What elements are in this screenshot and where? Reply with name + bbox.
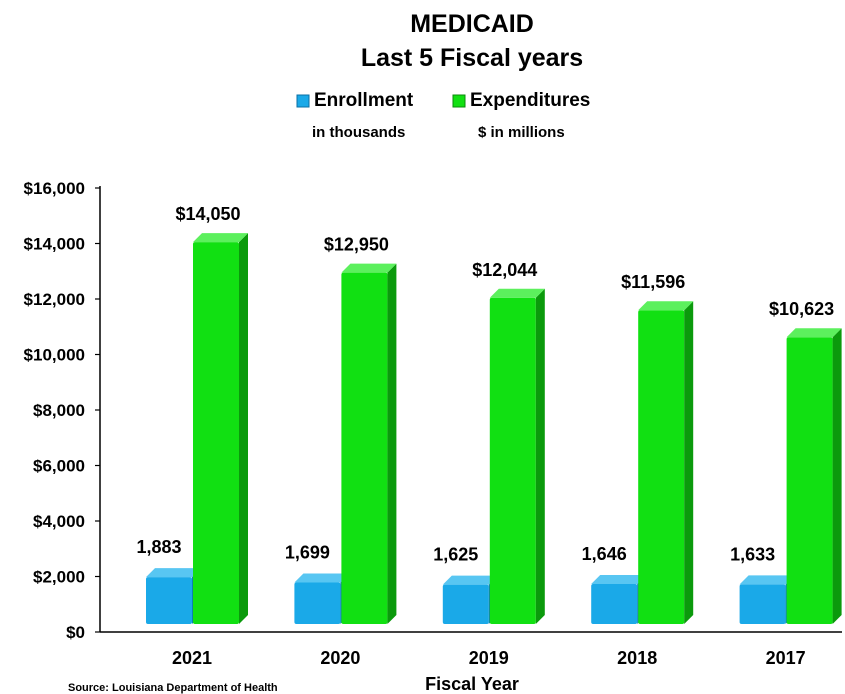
chart-subtitle-text: Last 5 Fiscal years <box>361 44 583 72</box>
data-label-enrollment-2017: 1,633 <box>730 544 775 564</box>
legend: Enrollment in thousands Expenditures $ i… <box>296 90 590 141</box>
bar-top <box>638 301 694 311</box>
legend-enrollment-label: Enrollment <box>314 90 414 111</box>
bar-top <box>442 575 498 585</box>
legend-expenditures-swatch <box>452 94 466 108</box>
bar-enrollment-2021 <box>146 568 201 624</box>
source-note: Source: Louisiana Department of Health <box>68 682 278 694</box>
y-tick-label: $2,000 <box>33 568 85 587</box>
bar-top <box>739 575 795 585</box>
x-category-label-2019: 2019 <box>469 648 509 668</box>
bar-top <box>786 328 842 338</box>
y-tick-label: $4,000 <box>33 512 85 531</box>
bar-expenditures-2021 <box>193 233 248 625</box>
bar-expenditures-2017 <box>786 328 842 624</box>
y-tick-label: $14,000 <box>24 235 85 254</box>
x-category-label-2021: 2021 <box>172 648 212 668</box>
data-label-expenditures-2020: $12,950 <box>324 235 389 255</box>
x-category-label-2018: 2018 <box>617 648 657 668</box>
bars <box>146 233 842 625</box>
data-label-enrollment-2018: 1,646 <box>582 544 627 564</box>
data-label-expenditures-2018: $11,596 <box>621 272 685 292</box>
bar-side <box>535 288 545 624</box>
x-axis-title: Fiscal Year <box>425 674 519 694</box>
bar-expenditures-2018 <box>638 301 694 624</box>
x-axis-labels: 2021 2020 2019 2018 2017 <box>172 648 806 668</box>
data-label-expenditures-2021: $14,050 <box>175 204 240 224</box>
y-tick-label: $8,000 <box>33 401 85 420</box>
bar-front <box>489 297 536 624</box>
y-tick-label: $6,000 <box>33 457 85 476</box>
bar-expenditures-2020 <box>341 263 397 624</box>
y-tick-label: $12,000 <box>24 290 85 309</box>
y-tick-label: $16,000 <box>24 179 85 198</box>
bar-side <box>239 233 248 625</box>
bar-front <box>638 310 685 624</box>
data-label-enrollment-2020: 1,699 <box>285 542 330 562</box>
bar-top <box>294 573 350 583</box>
bar-front <box>591 584 638 624</box>
bar-side <box>387 263 397 624</box>
data-label-expenditures-2019: $12,044 <box>472 260 537 280</box>
y-tick-label: $0 <box>66 623 85 642</box>
y-tick-label: $10,000 <box>24 346 85 365</box>
x-category-label-2017: 2017 <box>766 648 806 668</box>
bar-enrollment-2020 <box>294 573 350 624</box>
data-label-enrollment-2019: 1,625 <box>433 545 478 565</box>
bar-front <box>146 577 192 624</box>
bar-front <box>193 242 239 625</box>
legend-enrollment-swatch <box>296 94 310 108</box>
bar-top <box>193 233 248 243</box>
bar-front <box>786 337 833 624</box>
x-category-label-2020: 2020 <box>320 648 360 668</box>
bar-front <box>341 272 388 624</box>
y-axis-ticks: $0 $2,000 $4,000 $6,000 $8,000 $10,000 $12,000… <box>24 179 100 642</box>
data-labels: 1,883 $14,050 1,699 $12,950 1,625 $12,044 1,64… <box>136 204 834 565</box>
chart-title: MEDICAID Last 5 Fiscal years <box>361 10 583 72</box>
bar-expenditures-2019 <box>489 288 545 624</box>
bar-top <box>341 263 397 273</box>
chart-title-text: MEDICAID <box>410 10 534 38</box>
data-label-enrollment-2021: 1,883 <box>136 537 181 557</box>
legend-expenditures-sublabel: $ in millions <box>478 124 565 141</box>
legend-enrollment-sublabel: in thousands <box>312 124 405 141</box>
bar-top <box>489 288 545 298</box>
bar-side <box>832 328 842 624</box>
bar-enrollment-2018 <box>591 575 647 624</box>
bar-enrollment-2017 <box>739 575 795 624</box>
bar-front <box>442 584 489 624</box>
bar-side <box>684 301 694 624</box>
bar-front <box>739 584 786 624</box>
bar-top <box>591 575 647 585</box>
data-label-expenditures-2017: $10,623 <box>769 299 834 319</box>
bar-top <box>146 568 201 578</box>
legend-expenditures-label: Expenditures <box>470 90 590 111</box>
bar-front <box>294 582 341 624</box>
bar-enrollment-2019 <box>442 575 498 624</box>
